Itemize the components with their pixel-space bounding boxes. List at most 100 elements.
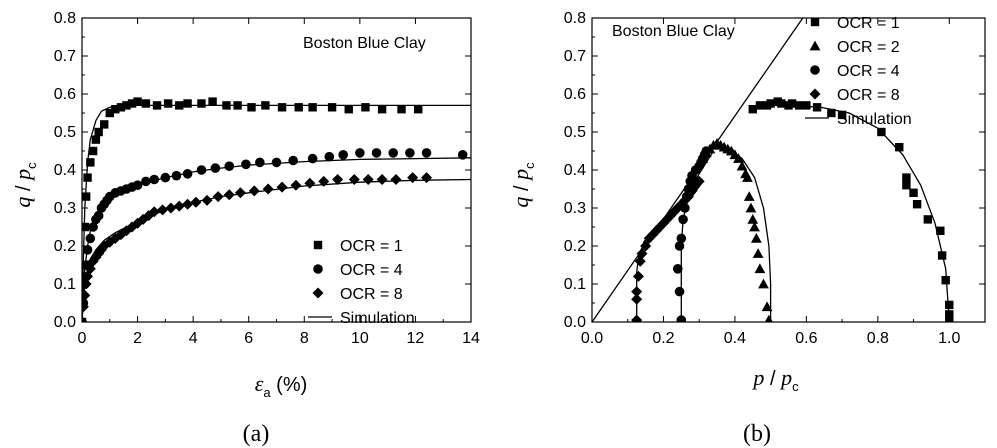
data-point-ocr-1 xyxy=(82,222,89,232)
data-point-ocr-1 xyxy=(377,105,387,114)
legend-marker xyxy=(810,17,820,27)
data-point-ocr-1 xyxy=(877,127,886,137)
data-point-ocr-8 xyxy=(234,187,246,199)
x-tick-label: 8 xyxy=(300,330,309,347)
data-point-ocr-8 xyxy=(421,172,433,184)
y-axis-slash: / xyxy=(511,180,533,197)
x-tick-label: 12 xyxy=(407,330,425,347)
data-point-ocr-8 xyxy=(223,189,235,201)
data-point-ocr-1 xyxy=(208,97,217,106)
plot-area xyxy=(82,97,471,322)
data-point-ocr-1 xyxy=(82,192,91,201)
data-point-ocr-1 xyxy=(294,103,303,112)
data-point-ocr-1 xyxy=(163,99,173,108)
data-point-ocr-1 xyxy=(912,200,922,209)
data-point-ocr-1 xyxy=(91,135,101,144)
data-point-ocr-4 xyxy=(160,172,171,183)
data-point-ocr-1 xyxy=(941,276,950,285)
legend-marker xyxy=(313,264,323,274)
data-point-ocr-1 xyxy=(86,158,95,167)
data-point-ocr-2 xyxy=(754,263,766,274)
panel-b-y-axis-label: q / pc xyxy=(508,162,537,208)
data-point-ocr-1 xyxy=(197,99,206,108)
data-point-ocr-1 xyxy=(802,101,811,110)
data-point-ocr-4 xyxy=(271,157,282,168)
data-point-ocr-2 xyxy=(743,191,755,201)
panel-b: Boston Blue Clay (b) p / pc q / pc 0.0 0.… xyxy=(508,10,986,447)
x-tick-label: 0 xyxy=(78,330,87,347)
data-point-ocr-4 xyxy=(405,148,415,158)
data-point-ocr-8 xyxy=(276,181,288,193)
data-point-ocr-1 xyxy=(909,188,918,197)
data-point-ocr-2 xyxy=(745,202,757,213)
data-point-ocr-4 xyxy=(93,210,104,221)
panel-a-y-axis-label: q / pc xyxy=(10,162,39,208)
y-tick-label: 0.4 xyxy=(564,162,586,179)
data-point-ocr-8 xyxy=(248,185,260,197)
data-point-ocr-8 xyxy=(82,289,91,301)
panel-a: Boston Blue Clay (a) εa (%) q / pc 0 2 4 6 8… xyxy=(10,10,480,447)
legend-label: OCR = 2 xyxy=(837,39,900,56)
data-point-ocr-1 xyxy=(133,97,142,106)
y-tick-label: 0.3 xyxy=(54,200,76,217)
data-point-ocr-4 xyxy=(85,233,96,244)
data-point-ocr-1 xyxy=(247,103,256,112)
y-axis-numerator: q xyxy=(10,197,35,208)
data-point-ocr-8 xyxy=(407,172,419,184)
simulation-curve xyxy=(82,104,471,322)
panel-b-x-axis-label: p / pc xyxy=(751,365,799,394)
data-point-ocr-2 xyxy=(761,301,773,312)
y-tick-label: 0.2 xyxy=(54,238,76,255)
legend-label: OCR = 1 xyxy=(837,15,900,32)
x-axis-symbol: ε xyxy=(255,371,264,396)
data-point-ocr-1 xyxy=(94,127,103,137)
data-point-ocr-8 xyxy=(332,174,344,185)
data-point-ocr-8 xyxy=(376,174,388,185)
x-tick-label: 2 xyxy=(133,330,142,347)
legend-label: OCR = 4 xyxy=(340,262,403,279)
data-point-ocr-4 xyxy=(224,161,235,171)
simulation-curve xyxy=(749,104,950,322)
x-axis-subscript: a xyxy=(263,385,271,400)
data-point-ocr-1 xyxy=(945,315,954,322)
data-point-ocr-1 xyxy=(827,108,836,118)
x-tick-label: 4 xyxy=(189,330,198,347)
data-point-ocr-1 xyxy=(361,103,370,112)
data-point-ocr-1 xyxy=(902,173,911,182)
y-axis-subscript: c xyxy=(522,162,537,169)
data-point-ocr-4 xyxy=(132,180,143,190)
legend-label: OCR = 4 xyxy=(837,63,900,80)
panel-a-annotation: Boston Blue Clay xyxy=(303,35,426,52)
data-point-ocr-4 xyxy=(676,315,687,322)
simulation-curve xyxy=(680,150,715,322)
data-point-ocr-8 xyxy=(304,177,316,189)
data-point-ocr-2 xyxy=(764,314,773,322)
legend-marker xyxy=(810,65,820,75)
data-point-ocr-4 xyxy=(338,150,348,160)
data-point-ocr-4 xyxy=(171,170,182,181)
data-point-ocr-4 xyxy=(182,169,193,179)
data-point-ocr-1 xyxy=(748,105,757,114)
data-point-ocr-4 xyxy=(388,148,399,158)
data-point-ocr-8 xyxy=(632,270,644,282)
data-point-ocr-1 xyxy=(945,310,954,319)
data-point-ocr-1 xyxy=(141,99,151,108)
y-tick-label: 0.1 xyxy=(564,276,586,293)
legend-label: Simulation xyxy=(837,111,912,128)
legend: OCR = 1 OCR = 2 OCR = 4 OCR = 8 Simulation xyxy=(805,15,912,128)
x-axis-unit: (%) xyxy=(271,374,308,396)
data-point-ocr-1 xyxy=(344,105,353,114)
data-point-ocr-4 xyxy=(421,148,432,158)
data-point-ocr-4 xyxy=(371,148,382,158)
data-point-ocr-1 xyxy=(755,101,765,110)
plot-area xyxy=(592,18,954,322)
legend-label: OCR = 8 xyxy=(837,87,900,104)
data-point-ocr-8 xyxy=(190,196,202,208)
data-point-ocr-4 xyxy=(701,146,712,156)
data-point-ocr-8 xyxy=(165,202,177,214)
data-point-ocr-1 xyxy=(308,103,317,112)
data-point-ocr-1 xyxy=(83,173,92,182)
y-axis-slash: / xyxy=(13,180,35,197)
x-axis-denominator: p xyxy=(779,365,792,390)
